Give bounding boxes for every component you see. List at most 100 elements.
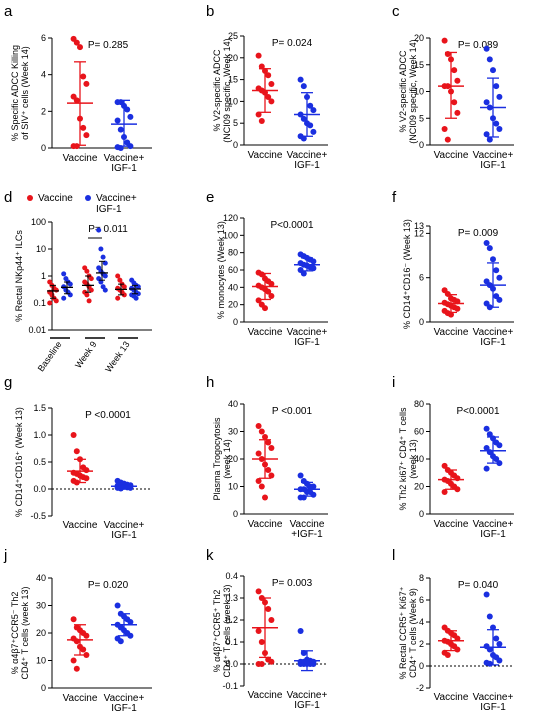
data-point (268, 80, 275, 87)
data-group (61, 271, 73, 301)
data-point (117, 638, 124, 645)
data-point (83, 80, 90, 87)
data-point (135, 291, 141, 297)
data-point (441, 37, 448, 44)
data-group (294, 251, 320, 277)
y-tick-label: 4 (419, 617, 424, 627)
y-tick-label: 13 (414, 221, 424, 231)
data-group (111, 477, 137, 492)
data-point (268, 445, 275, 451)
data-point (483, 445, 490, 451)
data-point (268, 658, 275, 665)
data-point (493, 456, 500, 462)
x-tick-label: IGF-1 (111, 163, 137, 174)
data-point (268, 472, 275, 479)
x-tick-label: IGF-1 (480, 702, 506, 713)
y-tick-label: 0 (419, 661, 424, 671)
y-tick-label: 30 (36, 601, 46, 611)
y-tick-label: 6 (41, 33, 46, 43)
y-axis-label: % CD14⁺CD16⁻ (Week 13) (402, 219, 412, 329)
data-point (117, 126, 124, 133)
data-point (73, 665, 80, 672)
data-point (88, 276, 94, 282)
y-axis-label: % Rectal CCR5⁺ Ki67⁺ (398, 586, 408, 679)
data-group (115, 273, 127, 301)
data-point (255, 52, 262, 59)
y-tick-label: 40 (36, 573, 46, 583)
x-tick-label: Vaccine+ (473, 327, 514, 338)
data-point (483, 99, 490, 106)
y-tick-label: 10 (228, 482, 238, 492)
data-point (73, 97, 80, 104)
data-point (297, 76, 304, 83)
y-tick-label: 10 (228, 96, 238, 106)
data-point (61, 295, 67, 301)
panel-letter: d (4, 189, 12, 206)
y-axis-label: (NCI09 specific, Week 14) (222, 38, 232, 142)
data-point (265, 94, 272, 101)
y-tick-label: 20 (414, 482, 424, 492)
data-group (129, 277, 141, 301)
data-point (300, 135, 307, 142)
data-point (265, 439, 272, 446)
x-tick-label: Baseline (36, 339, 64, 373)
data-point (496, 125, 503, 132)
y-tick-label: 1.5 (33, 403, 46, 413)
data-point (496, 274, 503, 281)
y-tick-label: 0 (233, 509, 238, 519)
data-point (115, 295, 121, 301)
data-point (258, 639, 265, 645)
data-point (444, 290, 451, 297)
data-point (300, 650, 307, 656)
data-point (454, 305, 461, 312)
data-point (86, 298, 92, 304)
data-point (265, 467, 272, 473)
panel-d: d 0.01 0.1 1 10 100 % Rectal NKp44⁺ ILCs P= 0.0… (4, 189, 152, 374)
y-tick-label: 6 (419, 273, 424, 283)
y-tick-label: 40 (228, 282, 238, 292)
data-point (255, 450, 262, 457)
p-value: P= 0.040 (458, 580, 499, 591)
data-point (83, 475, 90, 482)
data-point (80, 124, 87, 131)
x-tick-label: Vaccine (63, 520, 98, 531)
data-point (300, 83, 307, 90)
y-tick-label: -2 (416, 683, 424, 693)
x-tick-label: IGF-1 (111, 703, 137, 714)
y-tick-label: 0 (41, 683, 46, 693)
data-point (493, 120, 500, 127)
data-point (80, 646, 87, 653)
data-group (47, 279, 59, 306)
x-tick-label: Vaccine (434, 327, 469, 338)
data-point (73, 39, 80, 46)
data-point (127, 113, 134, 120)
data-point (454, 486, 461, 493)
data-point (297, 628, 304, 634)
x-tick-label: Vaccine (434, 150, 469, 161)
y-tick-label: 15 (228, 75, 238, 85)
panel-g: g -0.5 0.0 0.5 1.0 1.5 % CD14⁺CD16⁺ (Week 13) P… (4, 374, 152, 541)
x-tick-label: Vaccine (248, 519, 283, 530)
data-point (496, 657, 503, 664)
data-point (310, 491, 317, 498)
data-point (67, 281, 73, 287)
data-point (310, 258, 317, 265)
data-point (96, 227, 102, 233)
y-axis-label: CD4⁺ T cells (Week 9) (408, 588, 418, 678)
y-axis-label: % monocytes (Week 13) (216, 221, 226, 319)
data-group (480, 591, 506, 667)
y-tick-label: 30 (228, 427, 238, 437)
data-point (486, 660, 493, 667)
x-tick-label: +IGF-1 (291, 529, 323, 540)
data-point (493, 83, 500, 90)
data-point (300, 270, 307, 277)
y-axis-label: % V2-specific ADCC (212, 49, 222, 132)
data-point (100, 254, 106, 260)
y-axis-label: of SIV⁺ cells (Week 14) (20, 46, 30, 140)
data-point (61, 271, 67, 277)
data-point (300, 115, 307, 122)
x-tick-label: Week 9 (73, 339, 99, 370)
y-tick-label: 5 (419, 113, 424, 123)
